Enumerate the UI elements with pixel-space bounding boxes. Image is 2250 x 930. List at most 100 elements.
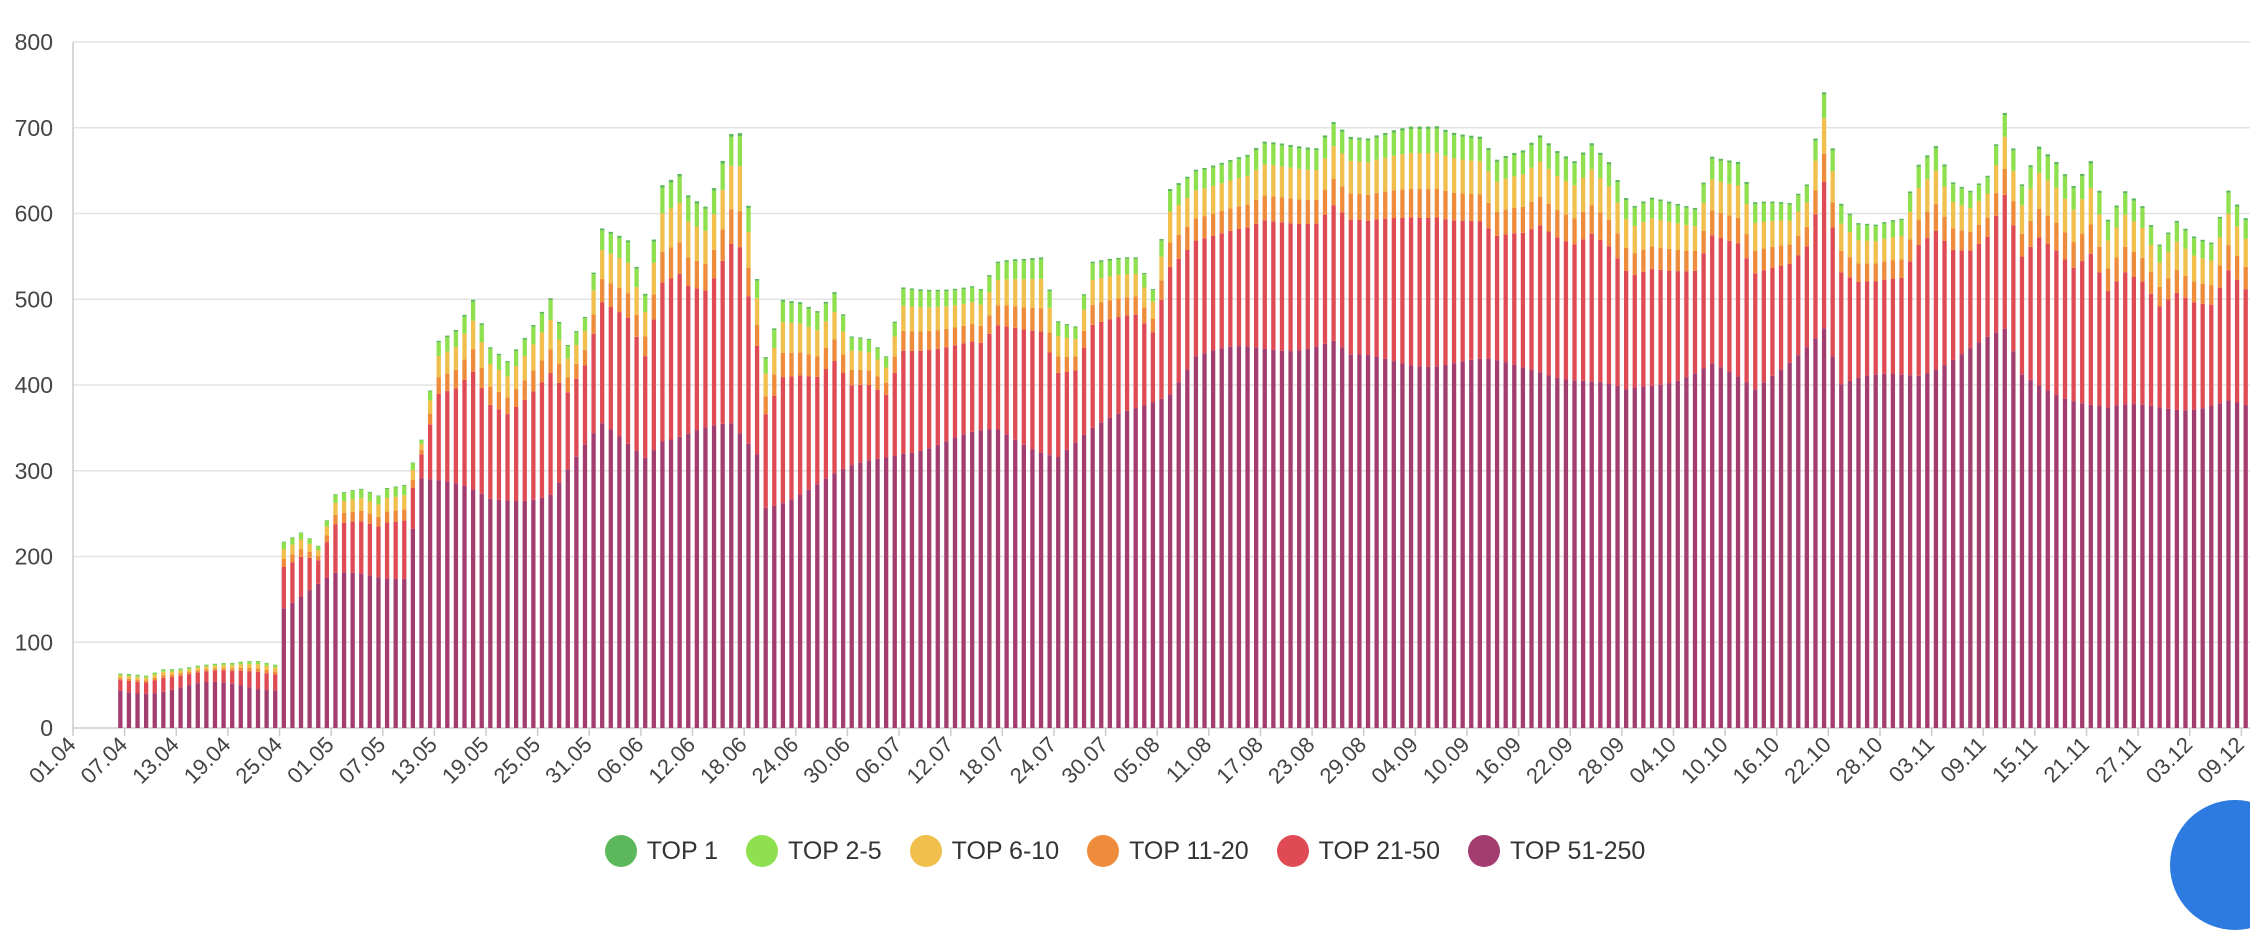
legend-item-top21-50[interactable]: TOP 21-50	[1276, 835, 1440, 867]
bar-segment	[1340, 212, 1345, 348]
bar-segment	[1615, 202, 1620, 234]
bar-segment	[1193, 240, 1199, 357]
bar-segment	[1572, 218, 1577, 245]
bar-segment	[677, 242, 682, 274]
bar-segment	[1701, 182, 1706, 185]
bar-segment	[1976, 185, 1982, 201]
bar-segment	[952, 305, 958, 328]
bar-segment	[1426, 189, 1431, 218]
bar-segment	[1383, 218, 1388, 359]
bar-segment	[1210, 213, 1216, 236]
bar-segment	[2209, 244, 2214, 261]
bar-segment	[1925, 238, 1930, 374]
bar-segment	[393, 496, 398, 511]
bar-segment	[1314, 199, 1319, 224]
bar-segment	[513, 366, 519, 389]
legend-item-top1[interactable]: TOP 1	[604, 835, 718, 867]
bar-segment	[608, 231, 613, 234]
bar-segment	[367, 575, 373, 728]
bar-segment	[307, 557, 312, 591]
bar-segment	[858, 338, 863, 352]
bar-segment	[376, 526, 381, 578]
bar-segment	[2105, 240, 2111, 269]
legend-item-top6-10[interactable]: TOP 6-10	[909, 835, 1060, 867]
bar-segment	[169, 669, 175, 670]
bar-segment	[987, 292, 992, 316]
bar-segment	[410, 487, 416, 529]
bar-segment	[901, 287, 906, 290]
bar-segment	[918, 331, 923, 351]
bar-segment	[1804, 184, 1810, 187]
bar-segment	[1030, 330, 1035, 450]
bar-segment	[625, 293, 631, 318]
bar-segment	[1374, 356, 1379, 728]
bar-segment	[410, 463, 416, 470]
legend-label: TOP 11-20	[1129, 836, 1249, 865]
bar-segment	[634, 268, 639, 288]
bar-segment	[1288, 351, 1293, 728]
bar-segment	[1099, 260, 1104, 262]
bar-segment	[1959, 230, 1964, 251]
legend-item-top11-20[interactable]: TOP 11-20	[1087, 835, 1249, 867]
bar-segment	[1176, 258, 1181, 383]
bar-segment	[2148, 405, 2154, 728]
bar-segment	[1856, 224, 1861, 241]
bar-segment	[1030, 258, 1035, 261]
bar-segment	[1254, 347, 1259, 728]
bar-segment	[247, 671, 252, 688]
bar-segment	[1322, 158, 1328, 190]
bar-segment	[324, 577, 329, 728]
bar-segment	[143, 682, 149, 694]
bar-segment	[281, 542, 286, 549]
bar-segment	[746, 208, 751, 232]
bar-segment	[1331, 178, 1336, 206]
bar-segment	[1262, 143, 1267, 165]
bar-segment	[1890, 237, 1896, 261]
bar-segment	[522, 380, 527, 400]
bar-segment	[1193, 218, 1199, 241]
bar-segment	[643, 356, 648, 458]
bar-segment	[1383, 358, 1388, 728]
bar-segment	[1133, 314, 1138, 409]
bar-segment	[1167, 267, 1173, 395]
bar-segment	[1365, 220, 1371, 356]
bar-segment	[1563, 379, 1569, 728]
bar-segment	[367, 523, 373, 576]
bar-segment	[2123, 193, 2128, 215]
bar-segment	[694, 260, 699, 289]
bar-segment	[255, 668, 261, 672]
x-tick-label: 25.04	[230, 732, 287, 789]
bar-segment	[1753, 250, 1758, 274]
bar-segment	[823, 321, 829, 348]
bar-segment	[513, 350, 519, 367]
bar-segment	[247, 661, 252, 662]
bar-segment	[1426, 126, 1431, 129]
bar-segment	[2114, 281, 2119, 406]
legend-item-top51-250[interactable]: TOP 51-250	[1468, 835, 1645, 867]
bar-segment	[582, 444, 588, 728]
bar-segment	[2080, 261, 2085, 404]
bar-segment	[247, 687, 252, 728]
bar-segment	[1692, 226, 1698, 251]
legend-label: TOP 6-10	[951, 836, 1060, 865]
x-tick-label: 30.06	[798, 732, 855, 789]
bar-segment	[1254, 149, 1259, 170]
bar-segment	[2157, 306, 2162, 408]
bar-segment	[2209, 405, 2214, 728]
bar-segment	[875, 389, 880, 459]
x-tick-label: 07.04	[76, 732, 133, 789]
bar-segment	[118, 680, 123, 691]
bar-segment	[427, 400, 433, 414]
bar-segment	[815, 311, 820, 313]
bar-segment	[161, 691, 166, 728]
bar-segment	[238, 685, 243, 728]
legend-item-top2-5[interactable]: TOP 2-5	[746, 835, 882, 867]
bar-segment	[1133, 257, 1138, 259]
bar-segment	[1976, 183, 1982, 186]
bar-segment	[1942, 365, 1947, 728]
x-tick-label: 30.07	[1056, 732, 1113, 789]
bar-segment	[1778, 245, 1784, 266]
bar-segment	[1624, 198, 1629, 201]
bar-segment	[1228, 180, 1233, 209]
bar-segment	[625, 443, 631, 728]
